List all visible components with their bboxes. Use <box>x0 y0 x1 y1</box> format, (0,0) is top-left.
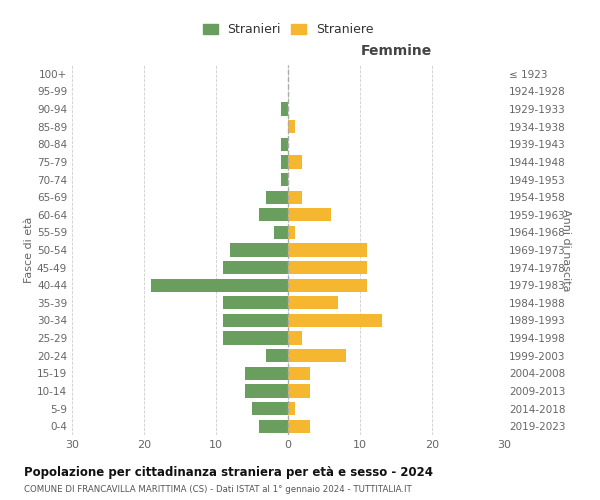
Bar <box>266 349 288 362</box>
Bar <box>281 138 288 151</box>
Text: Popolazione per cittadinanza straniera per età e sesso - 2024: Popolazione per cittadinanza straniera p… <box>24 466 433 479</box>
Bar <box>288 314 382 327</box>
Bar <box>288 402 295 415</box>
Bar <box>230 244 288 256</box>
Bar <box>288 420 310 433</box>
Bar <box>274 226 288 239</box>
Bar <box>288 190 302 204</box>
Bar <box>223 332 288 344</box>
Bar <box>245 384 288 398</box>
Text: COMUNE DI FRANCAVILLA MARITTIMA (CS) - Dati ISTAT al 1° gennaio 2024 - TUTTITALI: COMUNE DI FRANCAVILLA MARITTIMA (CS) - D… <box>24 485 412 494</box>
Legend: Stranieri, Straniere: Stranieri, Straniere <box>199 20 377 40</box>
Bar <box>288 332 302 344</box>
Bar <box>259 420 288 433</box>
Bar <box>288 366 310 380</box>
Bar <box>288 244 367 256</box>
Bar <box>252 402 288 415</box>
Bar <box>288 156 302 168</box>
Bar <box>281 156 288 168</box>
Bar <box>281 173 288 186</box>
Bar <box>288 120 295 134</box>
Y-axis label: Anni di nascita: Anni di nascita <box>561 209 571 291</box>
Bar <box>259 208 288 222</box>
Bar <box>223 314 288 327</box>
Bar <box>288 384 310 398</box>
Bar <box>288 349 346 362</box>
Bar <box>288 226 295 239</box>
Bar <box>288 278 367 292</box>
Bar <box>223 296 288 310</box>
Bar <box>151 278 288 292</box>
Bar <box>281 102 288 116</box>
Bar <box>288 208 331 222</box>
Bar <box>245 366 288 380</box>
Bar <box>223 261 288 274</box>
Text: Femmine: Femmine <box>361 44 431 58</box>
Bar <box>266 190 288 204</box>
Bar <box>288 296 338 310</box>
Y-axis label: Fasce di età: Fasce di età <box>24 217 34 283</box>
Bar <box>288 261 367 274</box>
